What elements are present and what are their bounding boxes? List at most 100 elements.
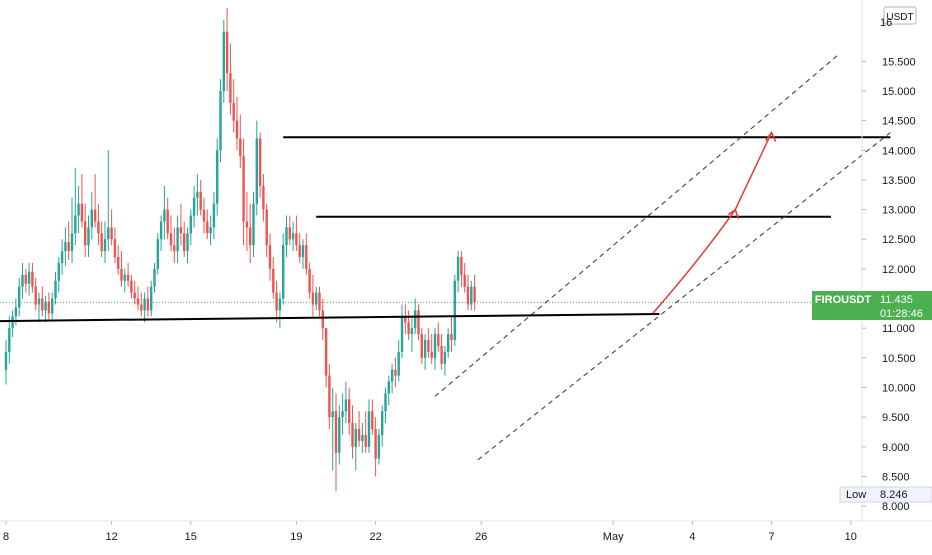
channel-line[interactable] <box>477 132 891 461</box>
low-label: Low <box>846 489 866 501</box>
candle-body <box>351 423 354 447</box>
candle-up <box>219 79 222 163</box>
candle-down <box>242 138 245 246</box>
candle-body <box>14 307 18 317</box>
currency-badge[interactable] <box>883 6 917 25</box>
candle-up <box>291 221 295 252</box>
channel-line[interactable] <box>434 55 838 397</box>
candle-body <box>249 227 252 246</box>
candle-up <box>400 304 404 358</box>
candle-down <box>374 417 377 477</box>
candle-body <box>245 221 249 228</box>
last-price-value: 11.435 <box>880 294 913 306</box>
candle-up <box>301 239 305 269</box>
y-tick-label: 14.000 <box>882 145 916 157</box>
support-trendline[interactable] <box>0 312 660 323</box>
candle-down <box>328 363 331 429</box>
candle-up <box>354 423 357 471</box>
candle-body <box>54 280 57 299</box>
y-tick-label: 13.000 <box>882 205 916 217</box>
candle-up <box>470 280 473 311</box>
candle-body <box>183 233 186 252</box>
candle-up <box>54 271 57 305</box>
candle-down <box>100 221 103 258</box>
time-axis[interactable]: 8 12 15 19 22 26 May 4 7 10 <box>0 520 932 543</box>
candle-up <box>384 387 387 424</box>
candle-body <box>222 31 225 92</box>
candle-down <box>275 280 278 323</box>
candle-up <box>361 423 364 453</box>
x-tick-label: 4 <box>689 531 695 543</box>
candle-body <box>338 417 341 453</box>
x-tick-label: 26 <box>475 531 487 543</box>
candle-up <box>212 191 216 240</box>
x-tick-label: 15 <box>185 531 197 543</box>
y-tick-label: 10.500 <box>882 353 916 365</box>
candle-body <box>440 345 443 364</box>
candle-body <box>206 221 209 234</box>
candle-body <box>120 268 123 281</box>
y-tick-label: 12.500 <box>882 234 916 246</box>
x-tick-label: 12 <box>105 531 117 543</box>
candle-up <box>51 292 54 320</box>
candle-down <box>258 132 262 198</box>
candle-down <box>262 174 265 222</box>
candle-up <box>159 215 163 252</box>
candle-body <box>196 191 199 198</box>
candle-down <box>130 274 133 299</box>
candle-body <box>437 334 440 346</box>
candle-down <box>437 322 440 352</box>
candle-down <box>146 286 150 317</box>
candle-down <box>460 251 463 287</box>
candle-body <box>324 328 328 376</box>
projection-curve[interactable] <box>652 209 736 314</box>
y-tick-label: 15.500 <box>882 56 916 68</box>
candle-body <box>400 316 404 352</box>
candle-body <box>278 298 282 311</box>
candle-body <box>41 298 44 311</box>
candle-body <box>291 233 295 240</box>
candle-body <box>27 271 31 284</box>
candle-down <box>166 197 169 240</box>
candle-up <box>156 233 159 275</box>
candle-body <box>202 209 206 222</box>
candle-up <box>443 345 447 376</box>
candle-up <box>315 286 318 311</box>
candle-up <box>278 292 282 329</box>
candle-body <box>282 245 285 299</box>
candle-down <box>249 203 252 263</box>
candle-body <box>447 334 450 352</box>
price-axis[interactable]: USDT 16 15.500 15.000 14.500 14.000 13.500 13… <box>861 0 917 521</box>
candle-up <box>367 399 371 453</box>
candle-body <box>123 274 126 281</box>
candle-body <box>166 209 169 234</box>
candle-body <box>163 209 166 222</box>
candle-down <box>288 215 291 246</box>
candle-body <box>308 268 311 293</box>
candle-body <box>275 292 278 311</box>
candle-body <box>77 203 80 216</box>
projection-line[interactable] <box>734 132 773 210</box>
candle-down <box>371 399 374 435</box>
candle-up <box>87 215 90 258</box>
candle-body <box>64 242 67 252</box>
candle-body <box>126 274 130 281</box>
candle-down <box>206 209 209 240</box>
candle-down <box>110 209 113 246</box>
candle-down <box>348 387 351 435</box>
candle-body <box>31 271 34 287</box>
candle-down <box>183 221 186 258</box>
candle-body <box>176 227 179 252</box>
candle-down <box>268 233 272 281</box>
candle-body <box>18 286 21 308</box>
candle-down <box>305 233 308 275</box>
candle-down <box>136 286 140 311</box>
candle-down <box>463 262 466 293</box>
candle-body <box>420 334 423 358</box>
candle-body <box>97 221 100 234</box>
candle-down <box>450 316 453 352</box>
candle-body <box>334 411 338 453</box>
low-tag-bg <box>839 486 932 503</box>
